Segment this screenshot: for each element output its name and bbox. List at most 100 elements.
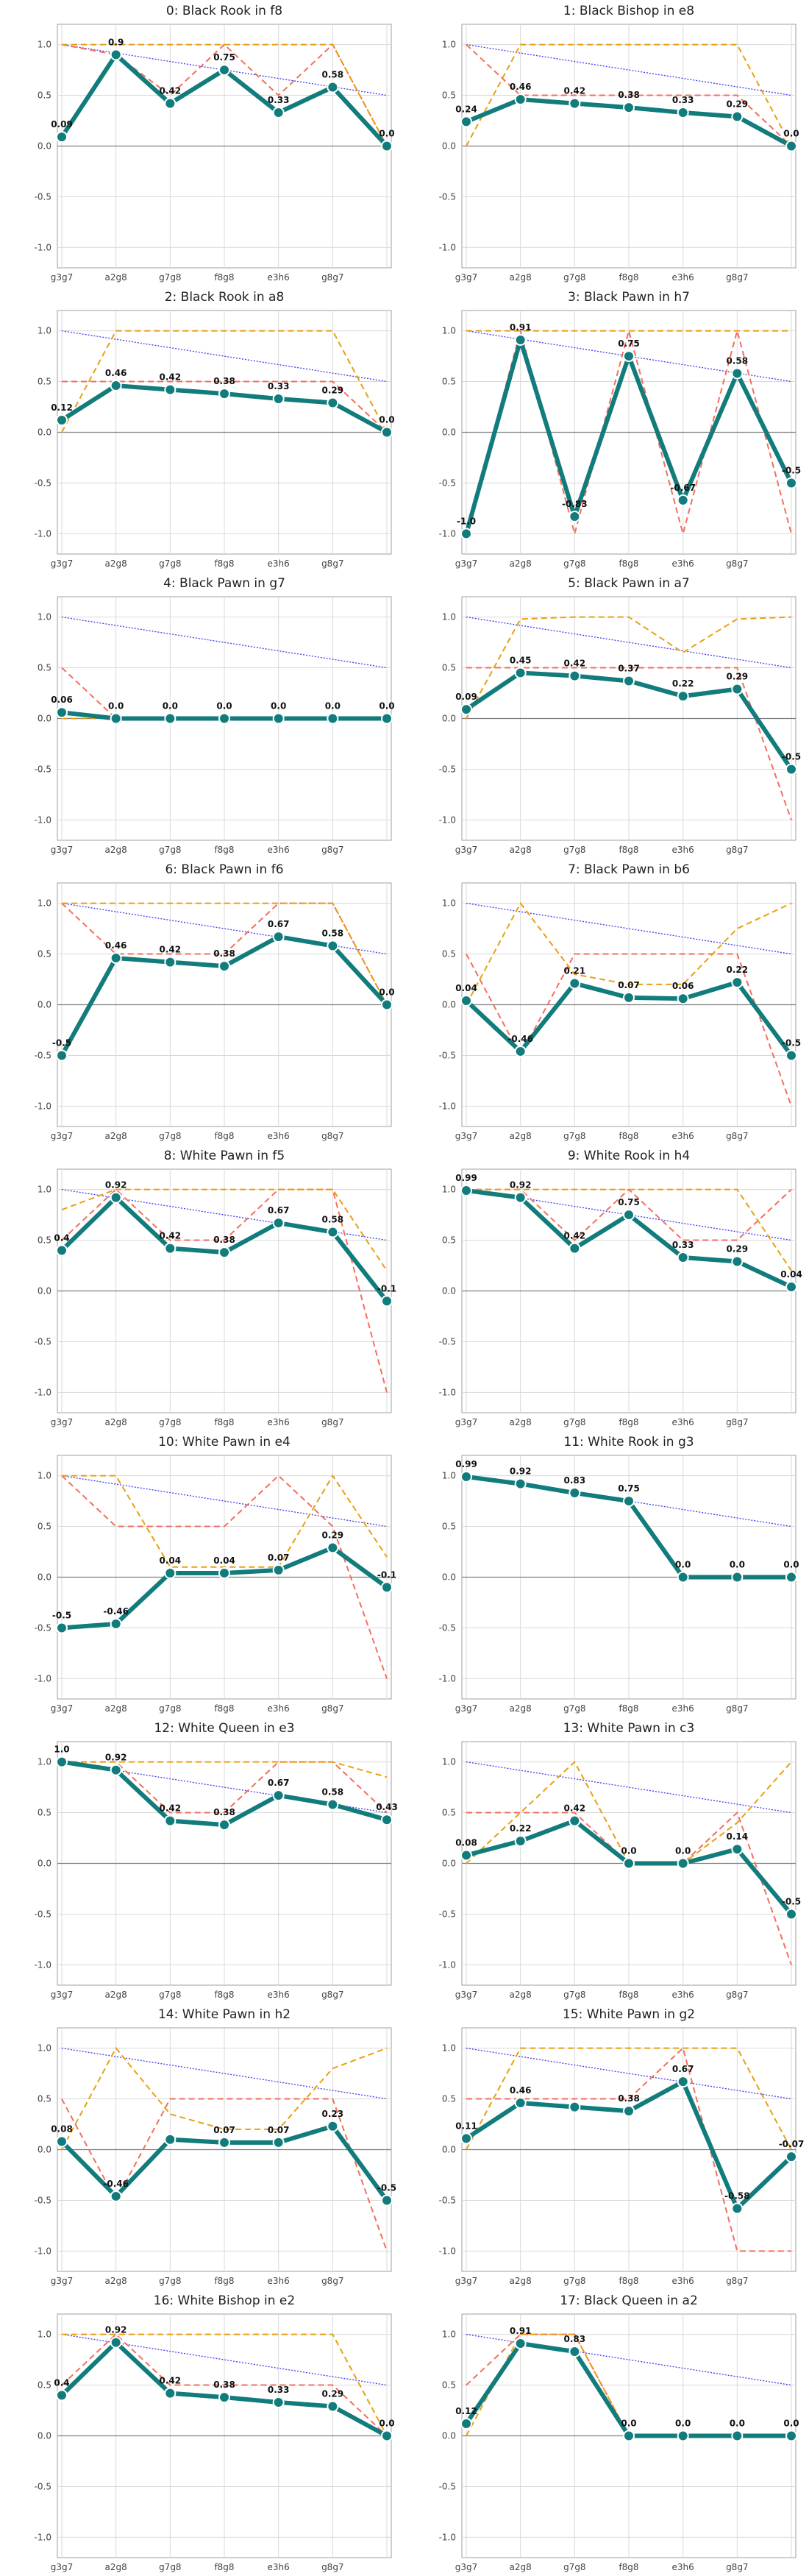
x-tick-label: g7g8 <box>159 1703 182 1714</box>
chart-title: 6: Black Pawn in f6 <box>165 862 283 877</box>
y-tick-label: 1.0 <box>38 1757 51 1767</box>
data-label: 0.0 <box>675 1846 691 1856</box>
data-label: 0.24 <box>455 104 477 114</box>
x-tick-label: g8g7 <box>726 2562 749 2572</box>
data-point <box>327 397 339 409</box>
x-tick-label: a2g8 <box>510 2562 532 2572</box>
data-label: 0.75 <box>618 1483 640 1494</box>
data-point <box>569 2101 581 2113</box>
data-label: 0.06 <box>51 695 73 705</box>
x-tick-label: g8g7 <box>321 1131 344 1141</box>
x-tick-label: g8g7 <box>726 558 749 569</box>
reference-line-orange <box>61 1188 388 1271</box>
data-label: 0.38 <box>213 948 235 959</box>
data-point <box>56 1244 68 1257</box>
x-tick-label: g7g8 <box>563 272 586 283</box>
data-point <box>218 1246 230 1259</box>
data-point <box>110 380 122 392</box>
data-point <box>164 1814 177 1827</box>
data-point <box>272 712 285 725</box>
x-tick-label: g7g8 <box>563 2562 586 2572</box>
x-tick-label: a2g8 <box>510 2276 532 2286</box>
data-point <box>460 528 472 540</box>
data-label: -0.46 <box>507 1034 533 1044</box>
y-tick-label: 0.5 <box>442 1808 456 1818</box>
x-tick-label: f8g8 <box>619 1417 638 1427</box>
chart-panel: 1: Black Bishop in e8 1.0 0.5 0.0 -0.5 -1.0 g3… <box>439 4 799 283</box>
data-point <box>569 510 581 522</box>
x-tick-label: f8g8 <box>214 1417 234 1427</box>
data-label: 0.09 <box>51 119 73 129</box>
data-label: 0.42 <box>160 372 182 383</box>
reference-line-orange <box>62 902 388 1005</box>
data-label: 0.22 <box>727 965 749 975</box>
x-tick-label: g7g8 <box>159 2562 182 2572</box>
data-label: 0.0 <box>621 1846 636 1856</box>
chart-panel: 9: White Rook in h4 1.0 0.5 0.0 -0.5 -1.0 g3g7… <box>439 1149 802 1427</box>
x-tick-label: e3h6 <box>672 845 694 855</box>
data-label: 0.38 <box>618 2093 640 2104</box>
data-label: 0.22 <box>672 678 694 689</box>
chart-panel: 16: White Bishop in e2 1.0 0.5 0.0 -0.5 -1.0 g… <box>35 2293 395 2572</box>
data-point <box>514 333 527 346</box>
data-point <box>272 1217 285 1230</box>
reference-line-orange <box>466 43 792 146</box>
data-point <box>164 2133 177 2146</box>
chart-panel: 7: Black Pawn in b6 1.0 0.5 0.0 -0.5 -1.0 g3g7… <box>439 862 802 1141</box>
data-point <box>514 1835 527 1848</box>
y-tick-label: 0.5 <box>442 663 456 673</box>
x-tick-label: a2g8 <box>510 1990 532 2000</box>
data-point <box>218 1819 230 1831</box>
data-label: 0.0 <box>783 1560 799 1570</box>
data-label: 0.33 <box>268 381 290 391</box>
data-label: 0.09 <box>455 692 477 702</box>
data-point <box>731 2202 744 2215</box>
y-tick-label: 0.5 <box>442 1522 456 1532</box>
data-point <box>56 1049 68 1062</box>
data-point <box>272 392 285 405</box>
data-label: 0.58 <box>322 1215 344 1225</box>
data-point <box>218 64 230 77</box>
chart-title: 5: Black Pawn in a7 <box>568 576 689 591</box>
data-label: 0.42 <box>564 659 586 669</box>
chart-title: 10: White Pawn in e4 <box>158 1435 291 1450</box>
x-tick-label: g7g8 <box>159 1417 182 1427</box>
data-label: -0.58 <box>724 2190 750 2201</box>
y-tick-label: -1.0 <box>35 815 51 825</box>
x-tick-label: a2g8 <box>510 558 532 569</box>
chart-panel: 14: White Pawn in h2 1.0 0.5 0.0 -0.5 -1.0 g3g… <box>35 2007 397 2286</box>
x-tick-label: g3g7 <box>455 1703 478 1714</box>
x-tick-label: f8g8 <box>214 1990 234 2000</box>
chart-panel: 4: Black Pawn in g7 1.0 0.5 0.0 -0.5 -1.0 g3g7… <box>35 576 395 855</box>
y-tick-label: 0.0 <box>442 1286 456 1296</box>
y-tick-label: 0.0 <box>442 1000 456 1010</box>
data-point <box>272 2136 285 2149</box>
x-tick-label: f8g8 <box>619 558 638 569</box>
data-label: 0.58 <box>322 70 344 80</box>
data-label: 0.91 <box>510 322 532 333</box>
data-point <box>569 2346 581 2358</box>
data-label: 0.92 <box>105 1753 127 1763</box>
chart-panel: 6: Black Pawn in f6 1.0 0.5 0.0 -0.5 -1.0 g3g7… <box>35 862 395 1141</box>
y-tick-label: 1.0 <box>38 40 51 50</box>
reference-line-orange <box>62 2333 388 2436</box>
x-tick-label: g3g7 <box>51 272 74 283</box>
reference-line-red <box>466 43 792 147</box>
y-tick-label: 1.0 <box>442 612 456 622</box>
x-tick-label: g3g7 <box>51 1703 74 1714</box>
data-label: 0.0 <box>730 1560 745 1570</box>
y-tick-label: 0.0 <box>442 714 456 724</box>
x-tick-label: a2g8 <box>105 558 127 569</box>
x-tick-label: g8g7 <box>321 272 344 283</box>
data-point <box>623 1209 635 1221</box>
data-label: 0.12 <box>455 2406 477 2416</box>
reference-line-blue <box>466 2047 792 2100</box>
data-point <box>623 2430 635 2442</box>
data-point <box>56 1756 68 1768</box>
x-tick-label: e3h6 <box>268 558 290 569</box>
x-tick-label: g8g7 <box>726 2276 749 2286</box>
x-tick-label: a2g8 <box>510 1417 532 1427</box>
chart-title: 4: Black Pawn in g7 <box>163 576 285 591</box>
x-tick-label: g8g7 <box>321 845 344 855</box>
data-label: 0.67 <box>672 2064 694 2074</box>
